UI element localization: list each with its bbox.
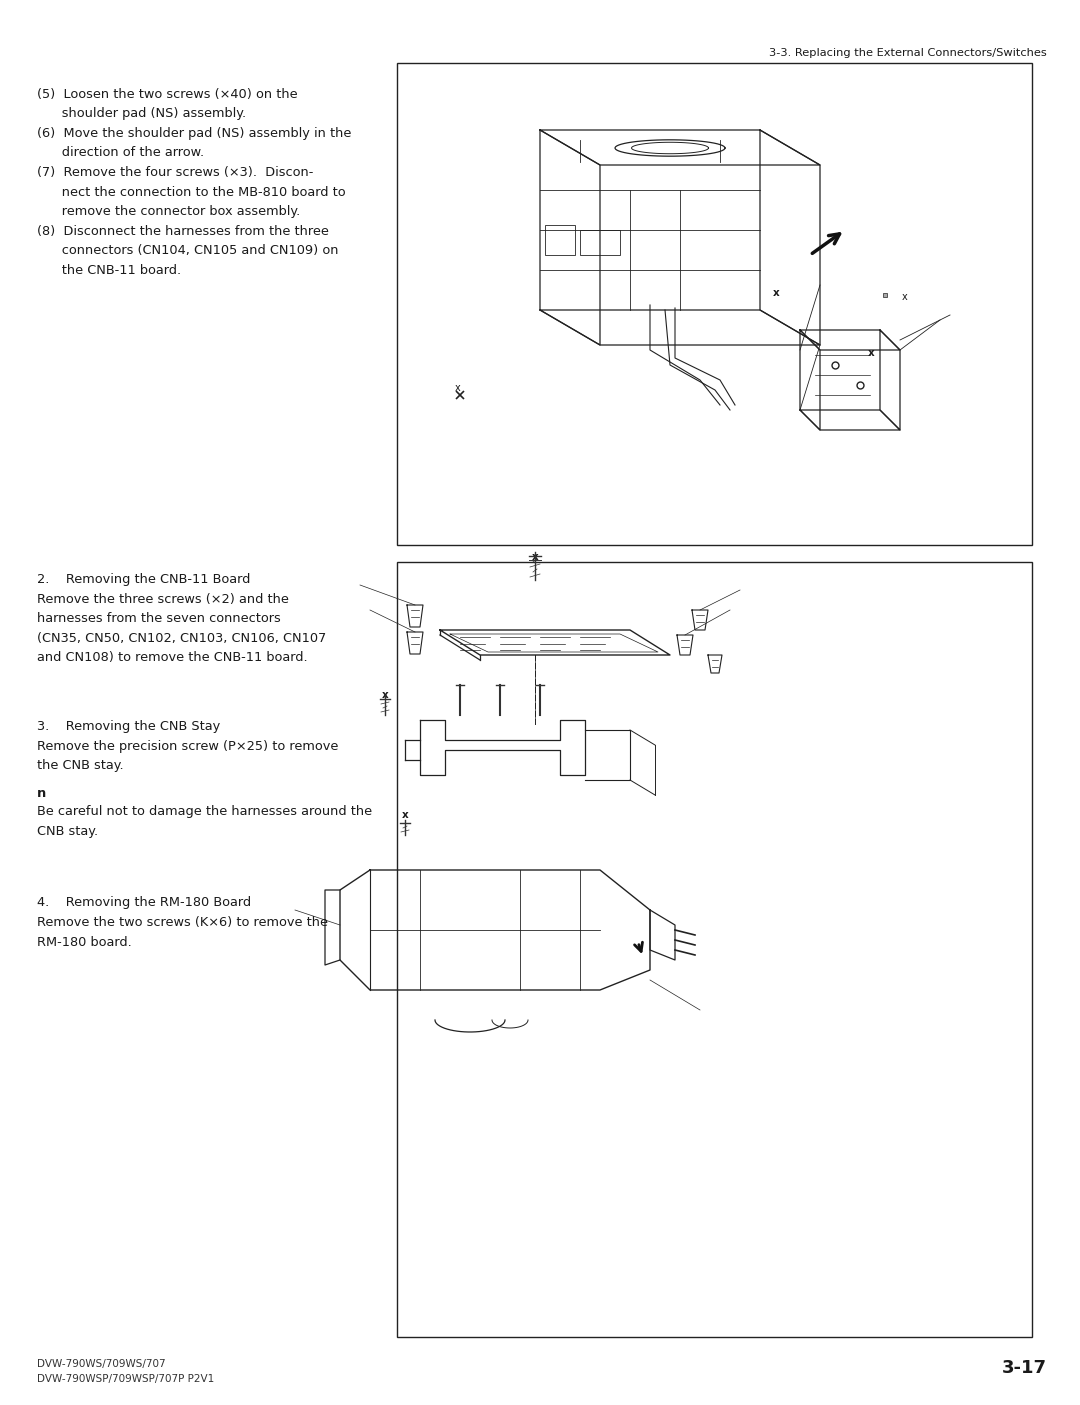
Text: 3-3. Replacing the External Connectors/Switches: 3-3. Replacing the External Connectors/S… [769,48,1047,58]
Text: remove the connector box assembly.: remove the connector box assembly. [37,205,300,218]
Text: Be careful not to damage the harnesses around the: Be careful not to damage the harnesses a… [37,805,373,818]
Text: CNB stay.: CNB stay. [37,825,98,837]
Bar [580,230,620,254]
Text: x: x [902,292,908,302]
Text: (8)  Disconnect the harnesses from the three: (8) Disconnect the harnesses from the th… [37,225,329,237]
Text: x: x [773,288,780,298]
Text: shoulder pad (NS) assembly.: shoulder pad (NS) assembly. [37,108,246,121]
Text: n: n [37,787,46,799]
Text: 3-17: 3-17 [1002,1359,1047,1377]
Text: RM-180 board.: RM-180 board. [37,936,132,948]
Bar [397,562,1032,1338]
Text: direction of the arrow.: direction of the arrow. [37,146,204,160]
Text: DVW-790WSP/709WSP/707P P2V1: DVW-790WSP/709WSP/707P P2V1 [37,1374,214,1384]
Text: the CNB-11 board.: the CNB-11 board. [37,264,181,277]
Text: 4.    Removing the RM-180 Board: 4. Removing the RM-180 Board [37,896,252,909]
Text: and CN108) to remove the CNB-11 board.: and CN108) to remove the CNB-11 board. [37,652,308,665]
Text: Remove the two screws (K×6) to remove the: Remove the two screws (K×6) to remove th… [37,916,328,929]
Text: Remove the three screws (×2) and the: Remove the three screws (×2) and the [37,593,288,606]
Text: the CNB stay.: the CNB stay. [37,760,123,773]
Text: connectors (CN104, CN105 and CN109) on: connectors (CN104, CN105 and CN109) on [37,244,338,257]
Text: (CN35, CN50, CN102, CN103, CN106, CN107: (CN35, CN50, CN102, CN103, CN106, CN107 [37,632,326,645]
Text: (5)  Loosen the two screws (×40) on the: (5) Loosen the two screws (×40) on the [37,89,298,101]
Text: x: x [381,690,389,700]
Text: (7)  Remove the four screws (×3).  Discon-: (7) Remove the four screws (×3). Discon- [37,166,313,178]
Text: 3.    Removing the CNB Stay: 3. Removing the CNB Stay [37,719,220,733]
Text: DVW-790WS/709WS/707: DVW-790WS/709WS/707 [37,1359,165,1368]
Text: 2.    Removing the CNB-11 Board: 2. Removing the CNB-11 Board [37,573,251,586]
Text: nect the connection to the MB-810 board to: nect the connection to the MB-810 board … [37,185,346,198]
Text: (6)  Move the shoulder pad (NS) assembly in the: (6) Move the shoulder pad (NS) assembly … [37,126,351,140]
Text: x: x [455,384,461,393]
Bar [545,225,575,254]
Text: Remove the precision screw (P×25) to remove: Remove the precision screw (P×25) to rem… [37,740,338,753]
Text: x: x [868,348,875,358]
Text: harnesses from the seven connectors: harnesses from the seven connectors [37,613,281,625]
Text: x: x [402,811,408,821]
Text: x: x [531,552,538,562]
Bar [397,63,1032,545]
